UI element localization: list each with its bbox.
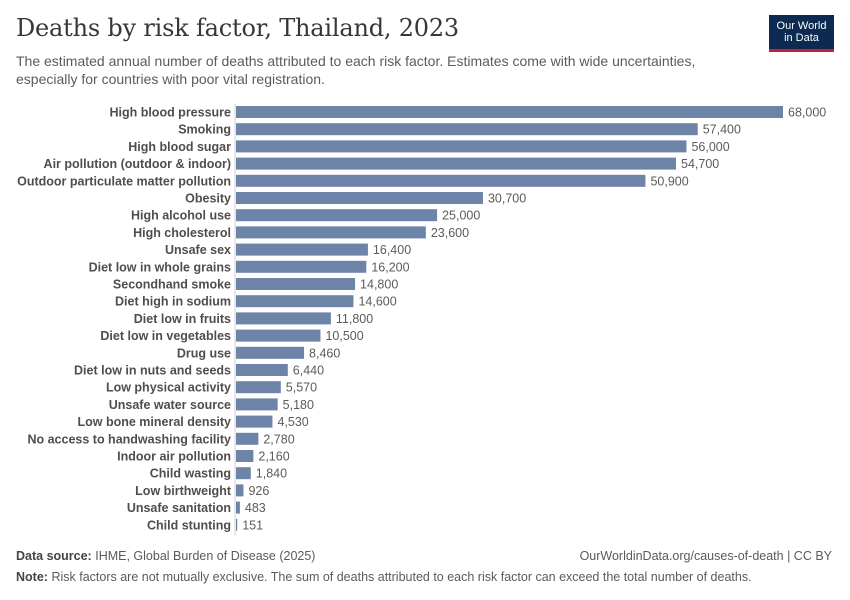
value-label: 151: [242, 518, 263, 532]
value-label: 1,840: [256, 467, 287, 481]
value-label: 57,400: [703, 123, 741, 137]
bar[interactable]: [236, 174, 646, 187]
value-label: 2,780: [263, 432, 294, 446]
category-label: Low birthweight: [135, 484, 232, 498]
bar[interactable]: [236, 123, 698, 136]
bar[interactable]: [236, 329, 321, 342]
category-label: Diet low in whole grains: [89, 260, 231, 274]
value-label: 68,000: [788, 106, 826, 120]
note-label: Note:: [16, 570, 48, 584]
value-label: 14,800: [360, 278, 398, 292]
bar[interactable]: [236, 260, 367, 273]
value-label: 5,180: [283, 398, 314, 412]
bar[interactable]: [236, 243, 368, 256]
value-label: 8,460: [309, 346, 340, 360]
chart-subtitle: The estimated annual number of deaths at…: [16, 53, 696, 87]
category-label: Low bone mineral density: [78, 415, 232, 429]
category-label: Diet low in vegetables: [100, 329, 231, 343]
value-label: 2,160: [258, 450, 289, 464]
category-label: Obesity: [185, 192, 231, 206]
bar[interactable]: [236, 346, 305, 359]
category-label: No access to handwashing facility: [27, 432, 231, 446]
bar[interactable]: [236, 192, 483, 204]
category-label: Child stunting: [147, 518, 231, 532]
category-label: High blood pressure: [109, 106, 231, 120]
source-url-link[interactable]: OurWorldinData.org/causes-of-death | CC …: [579, 549, 832, 563]
owid-logo[interactable]: Our World in Data: [769, 15, 834, 52]
value-label: 11,800: [336, 312, 373, 326]
chart-title: Deaths by risk factor, Thailand, 2023: [16, 14, 459, 42]
bar[interactable]: [236, 226, 426, 239]
logo-line-1: Our World: [776, 20, 827, 32]
value-label: 14,600: [358, 295, 396, 309]
bar[interactable]: [236, 415, 273, 428]
category-label: Drug use: [177, 346, 231, 360]
bar[interactable]: [236, 398, 278, 411]
bar[interactable]: [236, 450, 254, 462]
value-label: 25,000: [442, 209, 480, 223]
category-label: Unsafe sex: [165, 243, 231, 257]
category-label: Child wasting: [150, 467, 231, 481]
bar[interactable]: [236, 484, 244, 497]
value-label: 4,530: [277, 415, 308, 429]
category-label: Diet high in sodium: [115, 295, 231, 309]
value-label: 16,400: [373, 243, 411, 257]
category-label: Secondhand smoke: [113, 278, 231, 292]
category-label: Diet low in fruits: [134, 312, 231, 326]
category-label: Indoor air pollution: [117, 450, 231, 464]
category-label: Low physical activity: [106, 381, 231, 395]
bar[interactable]: [236, 518, 238, 531]
category-label: Diet low in nuts and seeds: [74, 364, 231, 378]
value-label: 483: [245, 501, 266, 515]
value-label: 926: [248, 484, 269, 498]
category-label: High blood sugar: [128, 140, 231, 154]
category-label: Smoking: [178, 123, 231, 137]
bar[interactable]: [236, 278, 356, 290]
category-label: Outdoor particulate matter pollution: [17, 174, 231, 188]
value-label: 5,570: [286, 381, 317, 395]
bar[interactable]: [236, 140, 687, 153]
value-label: 30,700: [488, 192, 526, 206]
data-source: Data source: IHME, Global Burden of Dise…: [16, 549, 315, 563]
bar[interactable]: [236, 381, 281, 394]
category-label: Air pollution (outdoor & indoor): [44, 157, 231, 171]
value-label: 23,600: [431, 226, 469, 240]
value-label: 16,200: [371, 260, 409, 274]
value-label: 56,000: [691, 140, 729, 154]
bar[interactable]: [236, 501, 240, 514]
bar[interactable]: [236, 467, 251, 480]
category-label: Unsafe sanitation: [127, 501, 231, 515]
category-label: High cholesterol: [133, 226, 231, 240]
chart-note: Note: Risk factors are not mutually excl…: [16, 570, 752, 584]
bar[interactable]: [236, 106, 783, 118]
bar[interactable]: [236, 432, 259, 445]
logo-line-2: in Data: [784, 32, 819, 44]
bar[interactable]: [236, 312, 331, 325]
value-label: 6,440: [293, 364, 324, 378]
value-label: 50,900: [650, 174, 688, 188]
value-label: 54,700: [681, 157, 719, 171]
bar[interactable]: [236, 157, 677, 170]
value-label: 10,500: [325, 329, 363, 343]
note-text: Risk factors are not mutually exclusive.…: [51, 570, 752, 584]
data-source-text: IHME, Global Burden of Disease (2025): [95, 549, 316, 563]
bar[interactable]: [236, 209, 438, 222]
bar[interactable]: [236, 364, 288, 376]
bar-chart: High blood pressure 68,000 Smoking 57,400 Hi…: [17, 104, 826, 536]
data-source-label: Data source:: [16, 549, 92, 563]
category-label: Unsafe water source: [109, 398, 231, 412]
bar[interactable]: [236, 295, 354, 308]
category-label: High alcohol use: [131, 209, 231, 223]
